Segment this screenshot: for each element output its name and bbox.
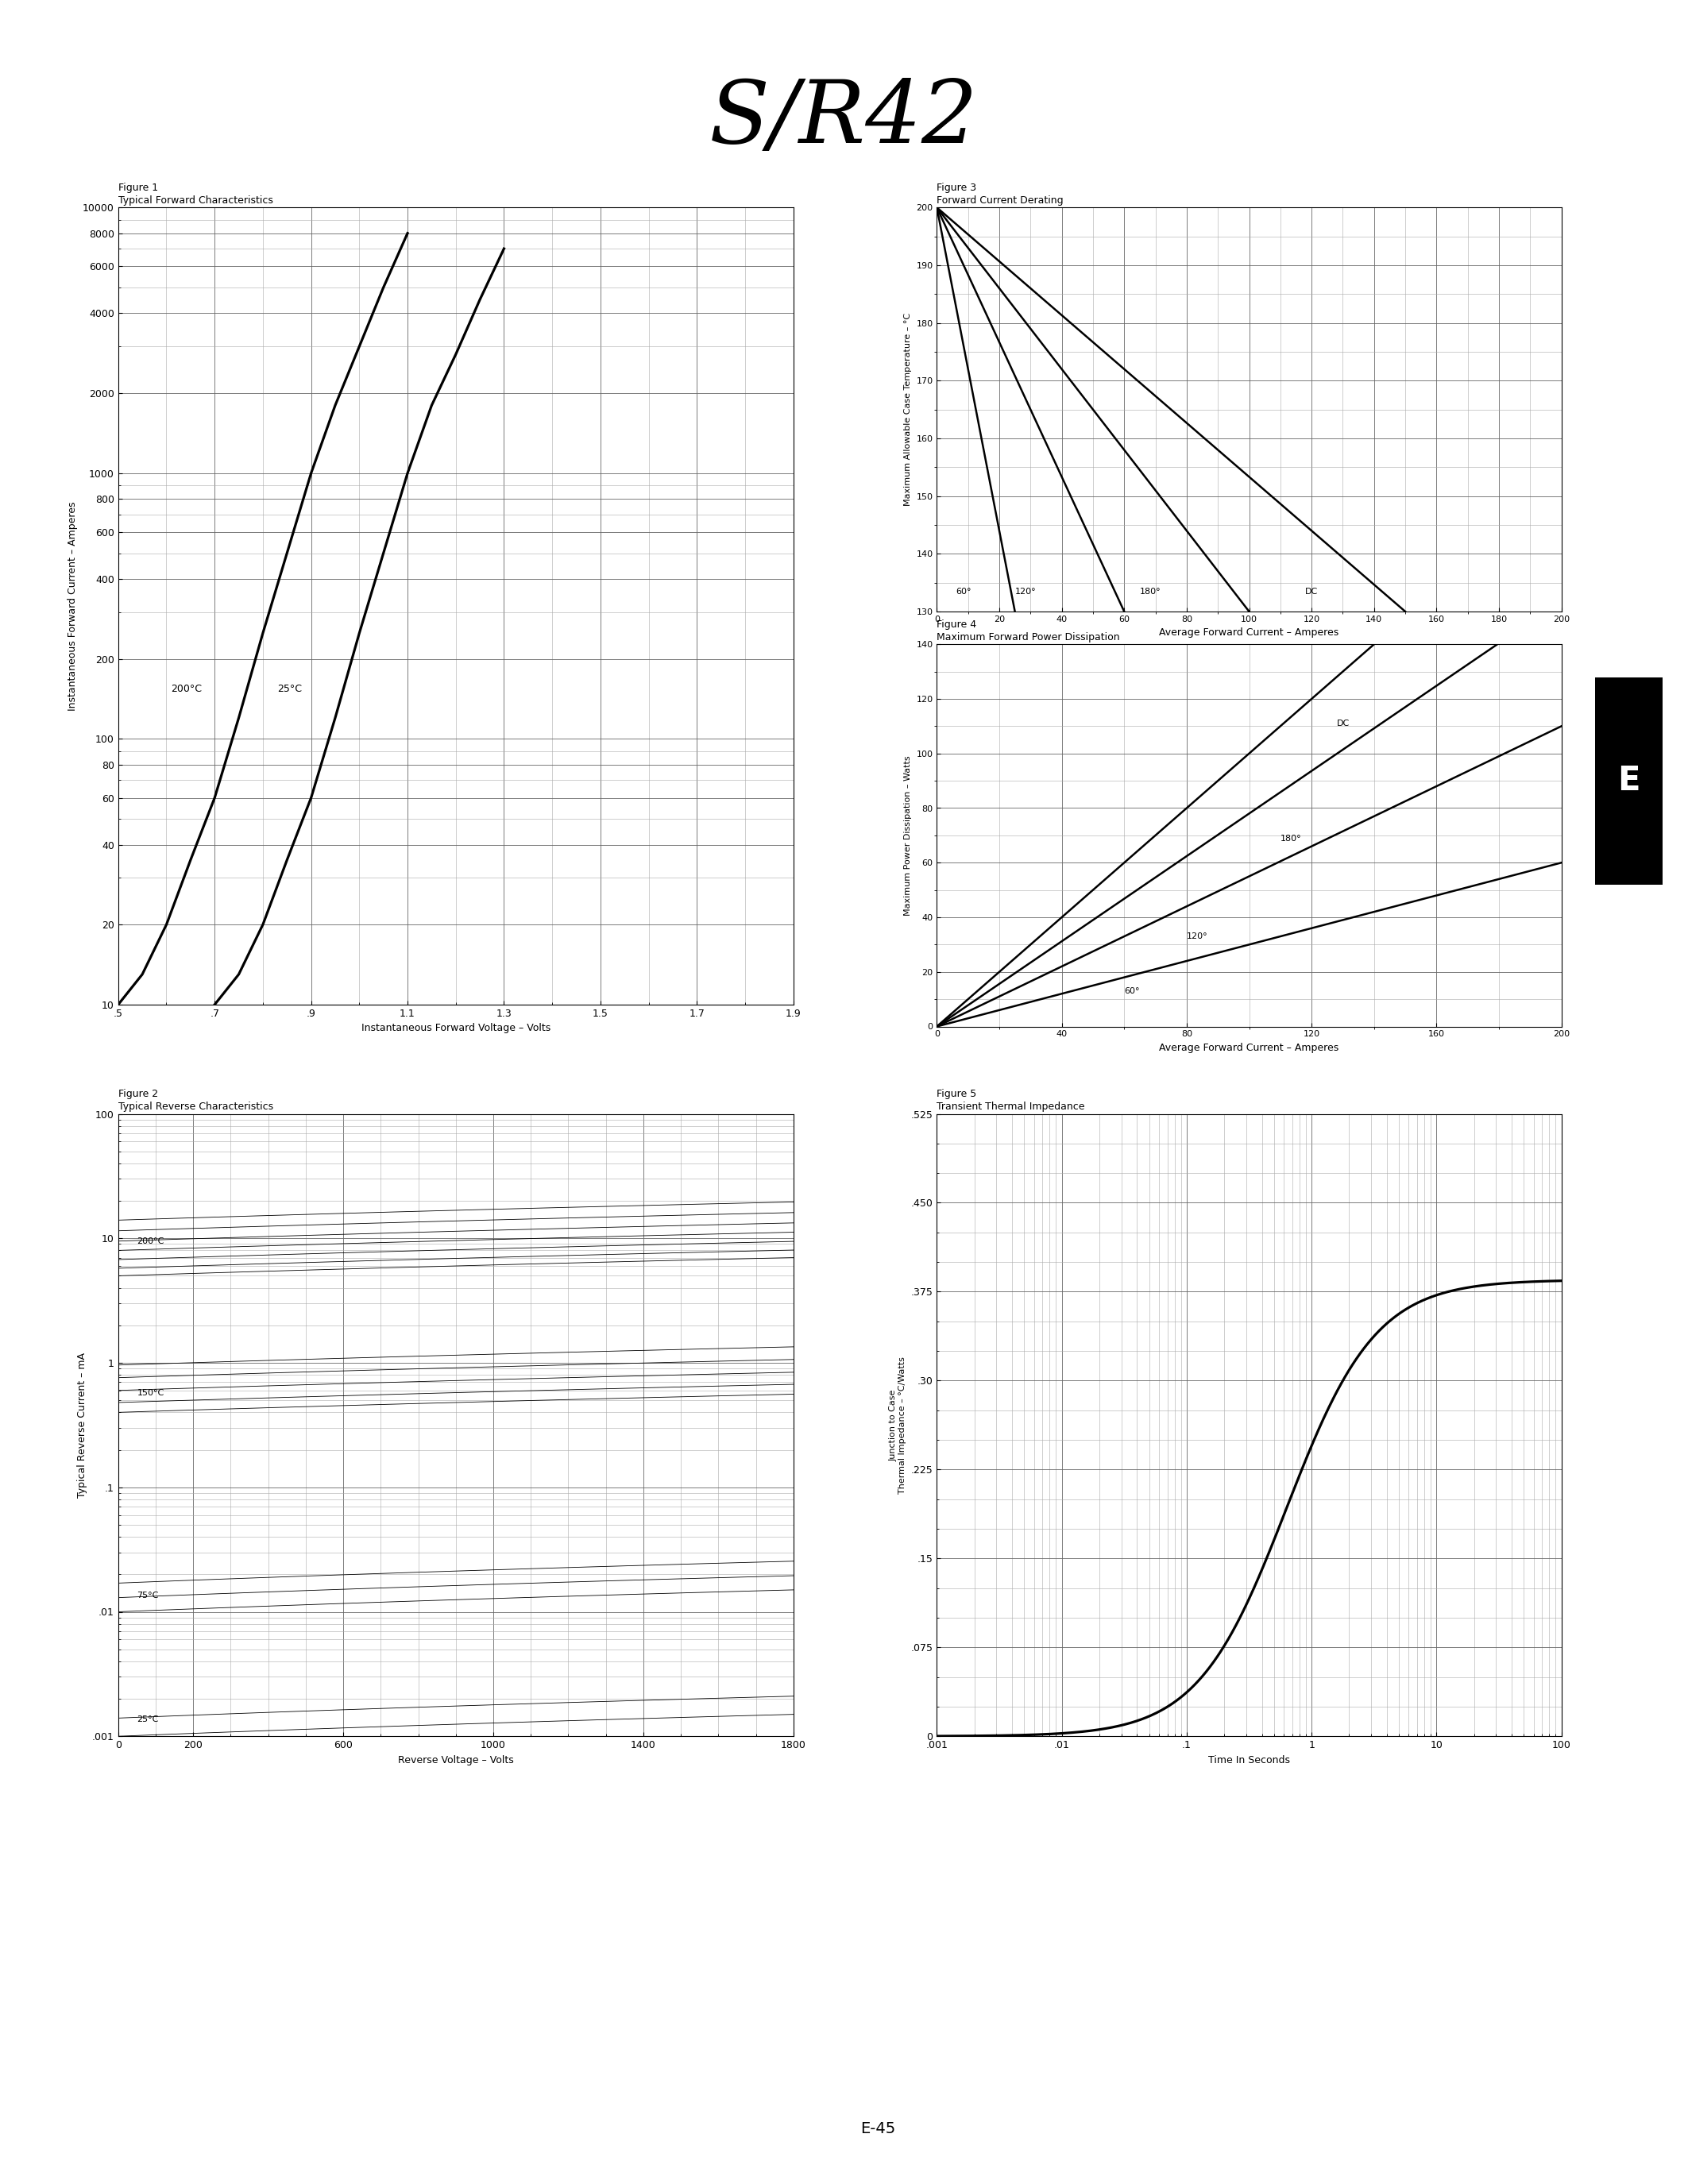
X-axis label: Average Forward Current – Amperes: Average Forward Current – Amperes [1160, 1042, 1339, 1053]
Text: 60°: 60° [955, 587, 971, 596]
Y-axis label: Maximum Power Dissipation – Watts: Maximum Power Dissipation – Watts [903, 756, 912, 915]
Text: 180°: 180° [1281, 834, 1301, 843]
Text: 75°C: 75°C [137, 1592, 159, 1599]
Text: DC: DC [1305, 587, 1318, 596]
Text: 200°C: 200°C [137, 1238, 164, 1245]
Text: 25°C: 25°C [137, 1717, 159, 1723]
Text: 120°: 120° [1187, 933, 1209, 941]
Text: Figure 4
Maximum Forward Power Dissipation: Figure 4 Maximum Forward Power Dissipati… [937, 620, 1121, 642]
Text: 150°C: 150°C [137, 1389, 164, 1398]
Text: 25°C: 25°C [277, 684, 302, 695]
X-axis label: Reverse Voltage – Volts: Reverse Voltage – Volts [398, 1756, 513, 1765]
Text: E: E [1617, 764, 1641, 797]
Text: Figure 1
Typical Forward Characteristics: Figure 1 Typical Forward Characteristics [118, 183, 273, 205]
X-axis label: Average Forward Current – Amperes: Average Forward Current – Amperes [1160, 627, 1339, 638]
Text: DC: DC [1337, 721, 1349, 727]
Y-axis label: Maximum Allowable Case Temperature – °C: Maximum Allowable Case Temperature – °C [903, 312, 912, 507]
Y-axis label: Typical Reverse Current – mA: Typical Reverse Current – mA [78, 1352, 88, 1498]
Text: Figure 5
Transient Thermal Impedance: Figure 5 Transient Thermal Impedance [937, 1090, 1085, 1112]
Text: E-45: E-45 [861, 2121, 895, 2136]
Text: Figure 2
Typical Reverse Characteristics: Figure 2 Typical Reverse Characteristics [118, 1090, 273, 1112]
Text: 180°: 180° [1139, 587, 1161, 596]
Y-axis label: Instantaneous Forward Current – Amperes: Instantaneous Forward Current – Amperes [68, 502, 78, 710]
Text: Figure 3
Forward Current Derating: Figure 3 Forward Current Derating [937, 183, 1063, 205]
Text: 120°: 120° [1014, 587, 1036, 596]
Text: 200°C: 200°C [170, 684, 203, 695]
Text: 60°: 60° [1124, 987, 1139, 996]
X-axis label: Time In Seconds: Time In Seconds [1209, 1756, 1290, 1765]
Text: S/R42: S/R42 [709, 76, 979, 162]
X-axis label: Instantaneous Forward Voltage – Volts: Instantaneous Forward Voltage – Volts [361, 1024, 550, 1033]
Y-axis label: Junction to Case
Thermal Impedance – °C/Watts: Junction to Case Thermal Impedance – °C/… [890, 1356, 906, 1494]
